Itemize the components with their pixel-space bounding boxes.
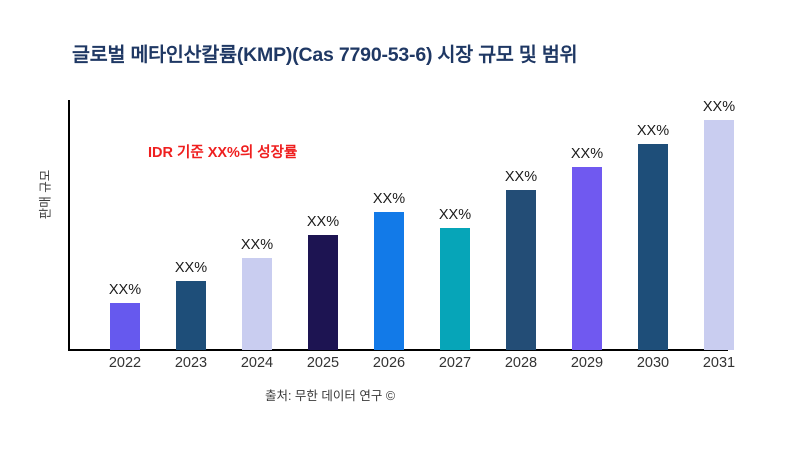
bar-value-label: XX% — [174, 260, 208, 276]
x-tick-2023: 2023 — [174, 355, 208, 371]
bar-2028[interactable]: XX% — [505, 169, 537, 350]
x-tick-2030: 2030 — [636, 355, 670, 371]
x-tick-2028: 2028 — [504, 355, 538, 371]
bar-group: XX% — [703, 99, 735, 350]
source-caption: 출처: 무한 데이터 연구 © — [264, 389, 396, 403]
bar-value-label: XX% — [438, 207, 472, 223]
bar-2029[interactable]: XX% — [571, 146, 603, 350]
bar-value-label: XX% — [306, 214, 340, 230]
x-tick-2026: 2026 — [372, 355, 406, 371]
bar-2025[interactable]: XX% — [307, 214, 339, 350]
growth-rate-annotation: IDR 기준 XX%의 성장률 — [148, 145, 298, 161]
bar-group: XX% — [373, 191, 405, 350]
bar-value-label: XX% — [636, 123, 670, 139]
bar-value-label: XX% — [240, 237, 274, 253]
x-tick-2022: 2022 — [108, 355, 142, 371]
bar-value-label: XX% — [504, 169, 538, 185]
x-axis-line — [68, 349, 728, 351]
bar-group: XX% — [307, 214, 339, 350]
bar-group: XX% — [175, 260, 207, 350]
x-tick-2024: 2024 — [240, 355, 274, 371]
bar-2023[interactable]: XX% — [175, 260, 207, 350]
bar-value-label: XX% — [372, 191, 406, 207]
bar-group: XX% — [505, 169, 537, 350]
bar-2024[interactable]: XX% — [241, 237, 273, 350]
bar-2022[interactable]: XX% — [109, 282, 141, 350]
bar-group: XX% — [571, 146, 603, 350]
chart-title: 글로벌 메타인산칼륨(KMP)(Cas 7790-53-6) 시장 규모 및 범… — [72, 44, 578, 66]
bar-group: XX% — [637, 123, 669, 350]
bar-value-label: XX% — [702, 99, 736, 115]
bar-2031[interactable]: XX% — [703, 99, 735, 350]
y-axis-line — [68, 100, 70, 351]
x-tick-2025: 2025 — [306, 355, 340, 371]
bar-value-label: XX% — [108, 282, 142, 298]
bar-2026[interactable]: XX% — [373, 191, 405, 350]
bar-group: XX% — [439, 207, 471, 350]
bar-group: XX% — [241, 237, 273, 350]
bar-2030[interactable]: XX% — [637, 123, 669, 350]
x-tick-2031: 2031 — [702, 355, 736, 371]
x-tick-2029: 2029 — [570, 355, 604, 371]
bar-2027[interactable]: XX% — [439, 207, 471, 350]
x-tick-2027: 2027 — [438, 355, 472, 371]
bar-group: XX% — [109, 282, 141, 350]
bar-value-label: XX% — [570, 146, 604, 162]
